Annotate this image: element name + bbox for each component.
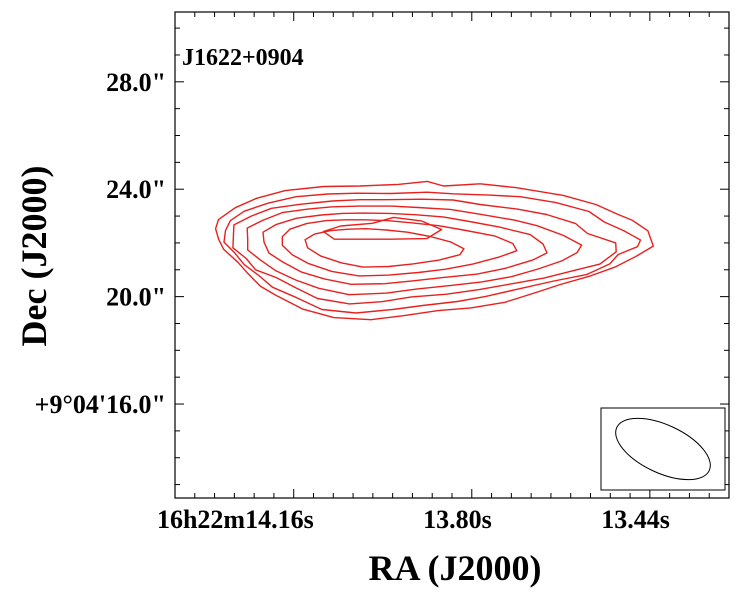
y-tick-label: 28.0" — [106, 68, 166, 97]
y-tick-labels: +9°04'16.0" 20.0" 24.0" 28.0" — [35, 68, 166, 419]
beam-box — [600, 407, 726, 491]
x-tick-label: 13.44s — [601, 505, 670, 534]
contour-level-2 — [223, 191, 642, 314]
x-tick-labels: 16h22m14.16s 13.80s 13.44s — [157, 505, 670, 534]
contour-group — [214, 180, 654, 321]
y-tick-label: +9°04'16.0" — [35, 390, 166, 419]
y-tick-label: 20.0" — [106, 283, 166, 312]
contour-level-3 — [232, 198, 617, 305]
y-axis-title: Dec (J2000) — [14, 166, 54, 347]
x-axis-title: RA (J2000) — [369, 548, 542, 588]
contour-level-5 — [262, 212, 548, 285]
contour-level-6 — [281, 219, 518, 277]
contour-level-1 — [214, 180, 654, 321]
beam-box-frame — [600, 407, 726, 491]
x-tick-label: 16h22m14.16s — [157, 505, 314, 534]
x-tick-label: 13.80s — [423, 505, 492, 534]
contour-level-8 — [322, 216, 443, 240]
source-name-annotation: J1622+0904 — [182, 45, 304, 71]
contour-level-7 — [304, 227, 465, 268]
beam-ellipse — [615, 417, 711, 481]
contour-level-4 — [246, 205, 583, 296]
y-tick-label: 24.0" — [106, 175, 166, 204]
